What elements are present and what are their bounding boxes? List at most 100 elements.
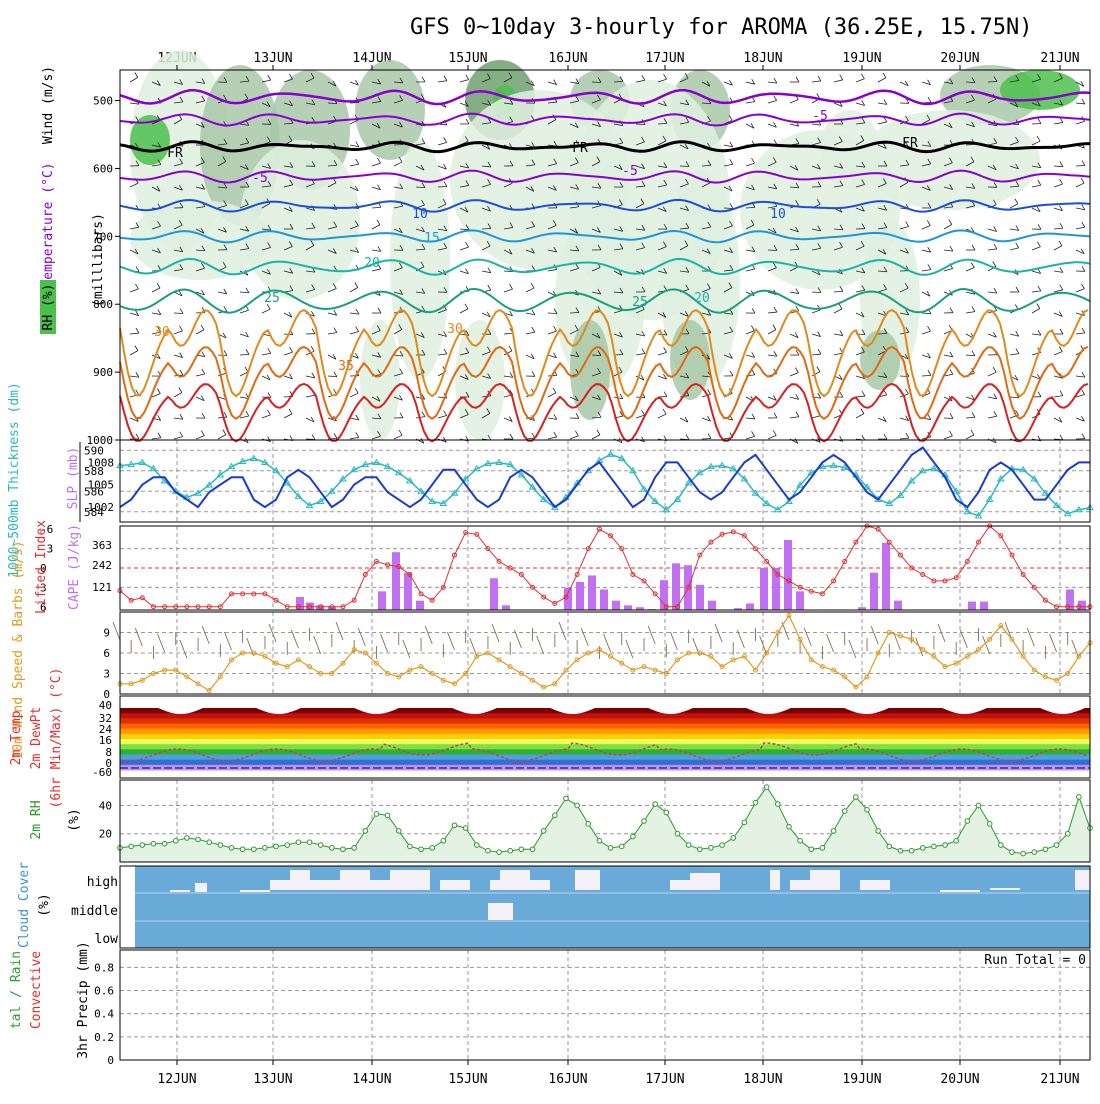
barb-flag: [1082, 266, 1085, 271]
barb-flag: [642, 75, 645, 80]
barb-flag: [642, 410, 645, 415]
barb-flag: [135, 73, 138, 78]
barb: [812, 354, 821, 355]
rh2m-point: [553, 813, 558, 818]
cloud-gap: [195, 883, 207, 892]
barb: [135, 628, 142, 646]
date-label-bottom: 14JUN: [352, 1072, 391, 1087]
barb-flag: [1082, 328, 1085, 333]
cape-bar: [660, 580, 668, 610]
barb-flag: [201, 325, 204, 330]
barb-flag: [224, 306, 227, 311]
barb-flag: [268, 348, 271, 353]
barb-flag: [1037, 136, 1040, 141]
rh2m-point: [653, 802, 658, 807]
barb-flag: [224, 412, 227, 417]
slp-tick-label: 1005: [88, 479, 115, 492]
run-total: Run Total = 0: [984, 953, 1086, 968]
barb: [944, 225, 952, 230]
barb: [1054, 228, 1063, 229]
rh2m-point: [508, 848, 513, 853]
contour-label: 10: [412, 207, 428, 222]
barb: [988, 372, 996, 376]
barb: [537, 636, 544, 654]
barb-flag: [377, 220, 380, 225]
barb: [158, 634, 165, 652]
barb-flag: [444, 411, 447, 416]
barb: [1054, 122, 1063, 124]
barb: [790, 292, 799, 294]
barb: [548, 437, 557, 439]
barb-flag: [355, 283, 358, 288]
barb-flag: [201, 431, 204, 436]
barb-flag: [289, 409, 292, 414]
barb-flag: [488, 435, 491, 440]
barb-flag: [290, 347, 293, 352]
ylabel-minmax: (6hr Min/Max) (°C): [49, 668, 64, 809]
rh2m-point: [385, 813, 390, 818]
barb-flag: [531, 283, 534, 288]
cape-bar: [588, 575, 596, 610]
rh2m-point: [162, 841, 167, 846]
barb: [314, 636, 321, 654]
precip-tick-label: 0: [107, 1054, 114, 1067]
barb: [581, 628, 588, 646]
barb-flag: [927, 220, 930, 225]
rh2m-point: [330, 846, 335, 851]
barb-flag: [752, 414, 755, 419]
barb-flag: [1060, 285, 1063, 290]
cloud-fill: [135, 866, 1090, 948]
barb-flag: [729, 115, 732, 120]
rh2m-point: [363, 829, 368, 834]
barb-flag: [861, 74, 864, 79]
barb-flag: [950, 369, 953, 374]
barb: [834, 309, 842, 313]
barb-flag: [179, 388, 182, 393]
barb: [152, 288, 160, 292]
date-label-bottom: 18JUN: [743, 1072, 782, 1087]
barb-flag: [465, 304, 468, 309]
barb-flag: [796, 77, 799, 82]
barb: [350, 437, 359, 439]
temp-band: [120, 744, 1090, 750]
rh2m-point: [720, 843, 725, 848]
contour-label: -5: [812, 109, 828, 124]
barb-flag: [1038, 119, 1041, 124]
chart-title: GFS 0~10day 3-hourly for AROMA (36.25E, …: [410, 15, 1033, 40]
temp-band: [120, 734, 1090, 740]
barb-flag: [311, 346, 314, 351]
rh2m-point: [251, 847, 256, 852]
rh2m-point: [965, 819, 970, 824]
slp-frame: [120, 440, 1090, 522]
date-label-top: 20JUN: [940, 51, 979, 66]
barb-flag: [180, 432, 183, 437]
barb-flag: [1060, 223, 1063, 228]
y-tick-label: 900: [93, 366, 113, 379]
barb-flag: [1016, 287, 1019, 292]
contour-label: 25: [632, 295, 648, 310]
barb-flag: [994, 288, 997, 293]
barb: [1076, 103, 1085, 104]
barb: [202, 626, 209, 644]
barb-flag: [994, 244, 997, 249]
barb: [1076, 376, 1085, 377]
barb: [174, 393, 182, 397]
contour-label: 25: [264, 291, 280, 306]
barb-flag: [730, 159, 733, 164]
barb: [812, 310, 820, 313]
barb-flag: [840, 286, 843, 291]
cloud-gap: [390, 870, 430, 890]
barb-flag: [356, 159, 359, 164]
barb: [1076, 333, 1085, 334]
y-tick-label: 600: [93, 162, 113, 175]
date-label-top: 17JUN: [645, 51, 684, 66]
barb: [746, 102, 755, 103]
ylabel-temp2m: 2m Temp: [9, 710, 24, 765]
barb: [152, 313, 161, 315]
barb: [988, 292, 997, 293]
ylabel-rh2m: 2m RH: [29, 800, 44, 839]
barb-flag: [135, 284, 138, 289]
cape-bar: [502, 605, 510, 610]
date-label-bottom: 17JUN: [645, 1072, 684, 1087]
barb: [240, 292, 249, 293]
